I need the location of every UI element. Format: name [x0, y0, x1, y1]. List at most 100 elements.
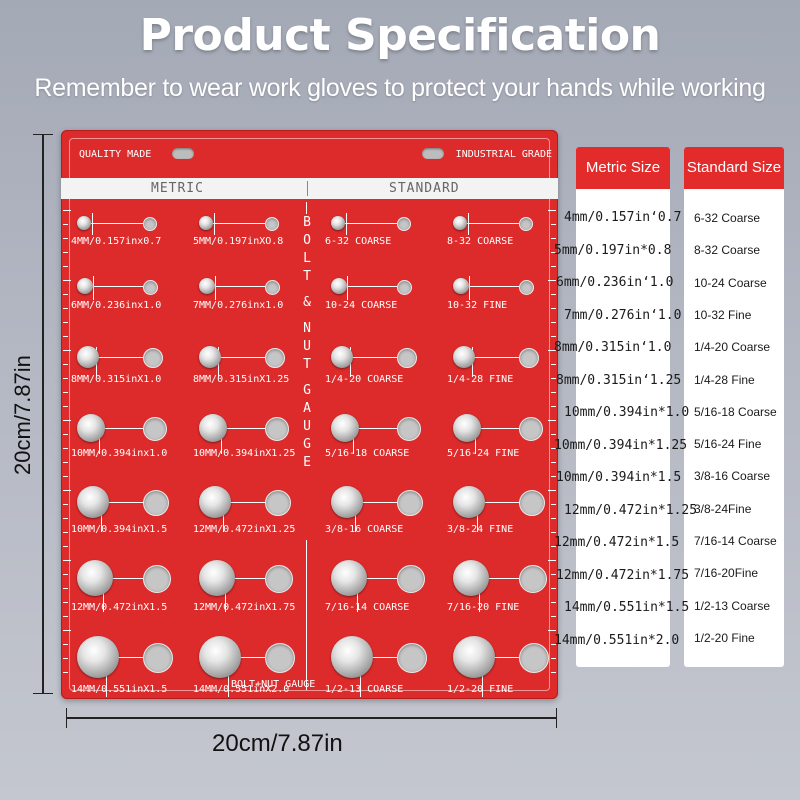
metric-size-item: 6mm/0.236in‘1.0 — [556, 275, 674, 290]
gauge-title-letter: O — [303, 233, 311, 248]
nut-test-hole — [519, 279, 534, 295]
gauge-label: 8MM/0.315inX1.0 — [71, 374, 162, 385]
gauge-title-letter: G — [303, 383, 311, 398]
gauge-stem — [210, 357, 265, 358]
gauge-title-letter — [296, 312, 318, 320]
ruler-tick — [63, 448, 68, 449]
metric-size-item: 12mm/0.472in*1.25 — [564, 502, 698, 518]
ruler-tick — [63, 238, 68, 239]
threaded-pin — [331, 346, 353, 368]
metric-size-item: 5mm/0.197in*0.8 — [554, 242, 672, 258]
metric-size-item: 10mm/0.394in*1.5 — [556, 470, 682, 485]
ruler-tick — [63, 560, 71, 561]
ruler-tick — [63, 504, 68, 505]
nut-test-hole — [519, 348, 539, 368]
gauge-title-letter: L — [303, 251, 311, 266]
ruler-tick — [551, 616, 556, 617]
ruler-tick — [63, 294, 68, 295]
ruler-tick — [63, 588, 68, 589]
nut-test-hole — [265, 279, 280, 295]
metric-header: METRIC — [151, 181, 204, 196]
threaded-pin — [77, 486, 109, 518]
gauge-title-letter: E — [303, 455, 311, 470]
gauge-title-letter: G — [303, 437, 311, 452]
ruler-tick — [548, 560, 556, 561]
ruler-tick — [63, 630, 71, 631]
gauge-label: 1/4-20 COARSE — [325, 374, 404, 385]
ruler-tick — [551, 588, 556, 589]
gauge-title-letter: B — [303, 215, 311, 230]
threaded-pin — [77, 278, 93, 294]
threaded-pin — [331, 560, 367, 596]
gauge-stem — [339, 286, 397, 287]
gauge-label: 10MM/0.394inX1.5 — [71, 524, 168, 535]
nut-test-hole — [143, 279, 158, 295]
gauge-label: 1/2-20 FINE — [447, 684, 514, 695]
ruler-tick — [63, 280, 71, 281]
gauge-label: 12MM/0.472inX1.75 — [193, 602, 296, 613]
gauge-label: 6MM/0.236inx1.0 — [71, 300, 162, 311]
threaded-pin — [199, 278, 215, 294]
ruler-tick — [63, 322, 68, 323]
ruler-tick — [548, 490, 556, 491]
gauge-label: 7/16-20 FINE — [447, 602, 520, 613]
nut-test-hole — [519, 565, 547, 593]
ruler-tick — [551, 224, 556, 225]
nut-test-hole — [265, 217, 279, 231]
gauge-stem — [98, 657, 143, 658]
page-title: Product Specification — [139, 10, 661, 61]
metric-size-panel: Metric Size — [576, 147, 670, 667]
ruler-tick — [551, 476, 556, 477]
safety-subtitle: Remember to wear work gloves to protect … — [34, 74, 766, 102]
gauge-label: 14MM/0.551inX2.0 — [193, 684, 290, 695]
nut-test-hole — [519, 490, 545, 516]
standard-size-item: 3/8-16 Coarse — [694, 469, 771, 484]
ruler-tick — [551, 294, 556, 295]
threaded-pin — [453, 414, 481, 442]
nut-test-hole — [397, 348, 417, 368]
gauge-label: 5/16-24 FINE — [447, 448, 520, 459]
nut-test-hole — [397, 279, 412, 295]
gauge-label: 5/16-18 COARSE — [325, 448, 410, 459]
nut-test-hole — [519, 417, 543, 441]
ruler-tick — [551, 504, 556, 505]
ruler-tick — [551, 266, 556, 267]
ruler-tick — [551, 336, 556, 337]
ruler-tick — [63, 546, 68, 547]
nut-test-hole — [143, 490, 169, 516]
ruler-tick — [63, 462, 68, 463]
threaded-pin — [331, 414, 359, 442]
metric-size-item: 10mm/0.394in*1.0 — [564, 405, 690, 420]
threaded-pin — [199, 636, 241, 678]
ruler-tick — [63, 364, 68, 365]
gauge-label: 6-32 COARSE — [325, 236, 392, 247]
ruler-tick — [551, 658, 556, 659]
gauge-stem — [215, 276, 216, 300]
standard-size-item: 8-32 Coarse — [694, 243, 761, 258]
standard-size-item: 7/16-20Fine — [694, 566, 759, 581]
gauge-stem — [347, 276, 348, 300]
nut-test-hole — [143, 417, 167, 441]
ruler-tick — [551, 448, 556, 449]
ruler-tick — [63, 336, 68, 337]
nut-test-hole — [143, 217, 157, 231]
gauge-stem — [85, 286, 143, 287]
ruler-tick — [551, 462, 556, 463]
industrial-grade-text: INDUSTRIAL GRADE — [455, 149, 552, 160]
threaded-pin — [331, 278, 347, 294]
ruler-tick — [63, 574, 68, 575]
gauge-stem — [468, 213, 469, 235]
standard-size-item: 10-32 Fine — [694, 307, 752, 322]
gauge-label: 12MM/0.472inX1.25 — [193, 524, 296, 535]
height-label: 20cm/7.87in — [10, 355, 35, 475]
metric-size-item: 12mm/0.472in*1.75 — [556, 567, 690, 583]
ruler-tick — [63, 616, 68, 617]
nut-test-hole — [397, 565, 425, 593]
gauge-stem — [217, 578, 265, 579]
gauge-label: 10MM/0.394inx1.0 — [71, 448, 168, 459]
ruler-tick — [63, 434, 68, 435]
nut-test-hole — [265, 348, 285, 368]
ruler-tick — [551, 602, 556, 603]
ruler-tick — [551, 238, 556, 239]
